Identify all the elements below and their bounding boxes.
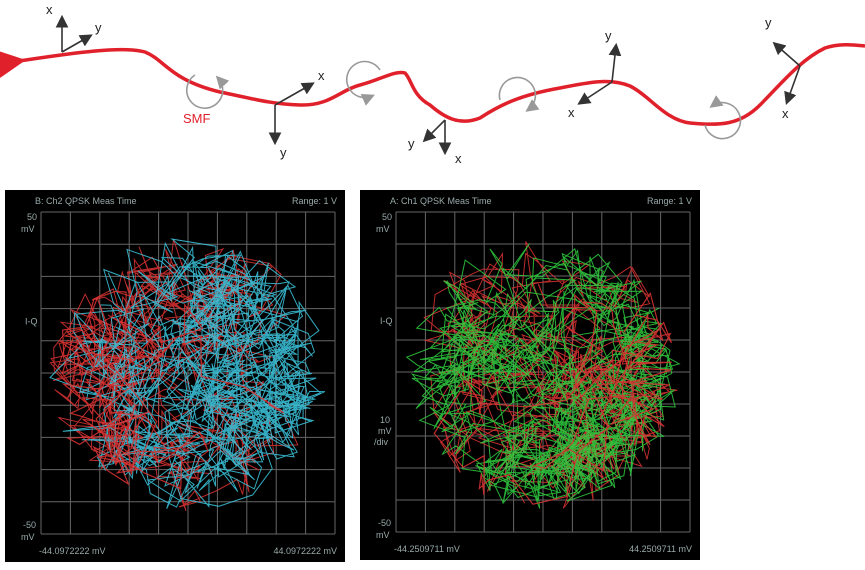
top-unit: mV [376,224,390,234]
x-axis-label: x [46,2,53,17]
bottom-unit: mV [21,532,35,542]
panel-title: A: Ch1 QPSK Meas Time [390,196,492,206]
y-axis-arrow [772,41,801,67]
scope-panel: B: Ch2 QPSK Meas Time Range: 1 V 50 mV I-Q -5… [5,190,345,562]
y-axis-arrow [61,34,93,53]
panel-range: Range: 1 V [292,196,337,206]
middle-label: I-Q [25,317,38,327]
right-scale: 44.0972222 mV [273,546,337,556]
top-unit: mV [21,224,35,234]
x-axis-arrow [274,82,315,106]
constellation-trace [433,283,673,505]
constellation-trace [405,243,681,509]
fiber-label: SMF [183,111,211,126]
x-axis-label: x [782,106,789,121]
right-scale: 44.2509711 mV [629,544,692,554]
top-scale: 50 [27,212,37,222]
y-axis-arrow [422,119,446,143]
div-per: /div [374,437,389,447]
middle-label: I-Q [380,316,393,326]
x-axis-label: x [455,151,462,166]
x-axis-label: x [318,68,325,83]
constellation-trace [59,290,284,490]
y-axis-label: y [605,28,612,43]
bottom-scale: -50 [23,520,36,530]
left-scale: -44.0972222 mV [39,546,106,556]
fiber-diagram: SMF [0,43,865,140]
bottom-scale: -50 [378,518,391,528]
y-axis-arrow [608,42,622,83]
left-scale: -44.2509711 mV [394,544,460,554]
y-axis-label: y [280,145,287,160]
panel-title: B: Ch2 QPSK Meas Time [35,196,137,206]
div-unit: mV [378,426,392,436]
scope-panels: B: Ch2 QPSK Meas Time Range: 1 V 50 mV I-Q -5… [5,190,700,562]
coordinate-frames: x y x y x y x y x y [46,2,801,166]
y-axis-label: y [408,136,415,151]
y-axis-label: y [95,20,102,35]
top-scale: 50 [382,212,392,222]
fiber [0,43,865,126]
panel-range: Range: 1 V [647,196,692,206]
scope-panel: A: Ch1 QPSK Meas Time Range: 1 V 50 mV I-Q 10… [360,190,700,560]
rotation-arrows [185,60,742,140]
x-axis-label: x [568,105,575,120]
y-axis-label: y [765,15,772,30]
bottom-unit: mV [376,530,390,540]
div-scale: 10 [380,415,390,425]
x-axis-arrow [577,81,613,105]
x-axis-arrow [784,65,801,106]
